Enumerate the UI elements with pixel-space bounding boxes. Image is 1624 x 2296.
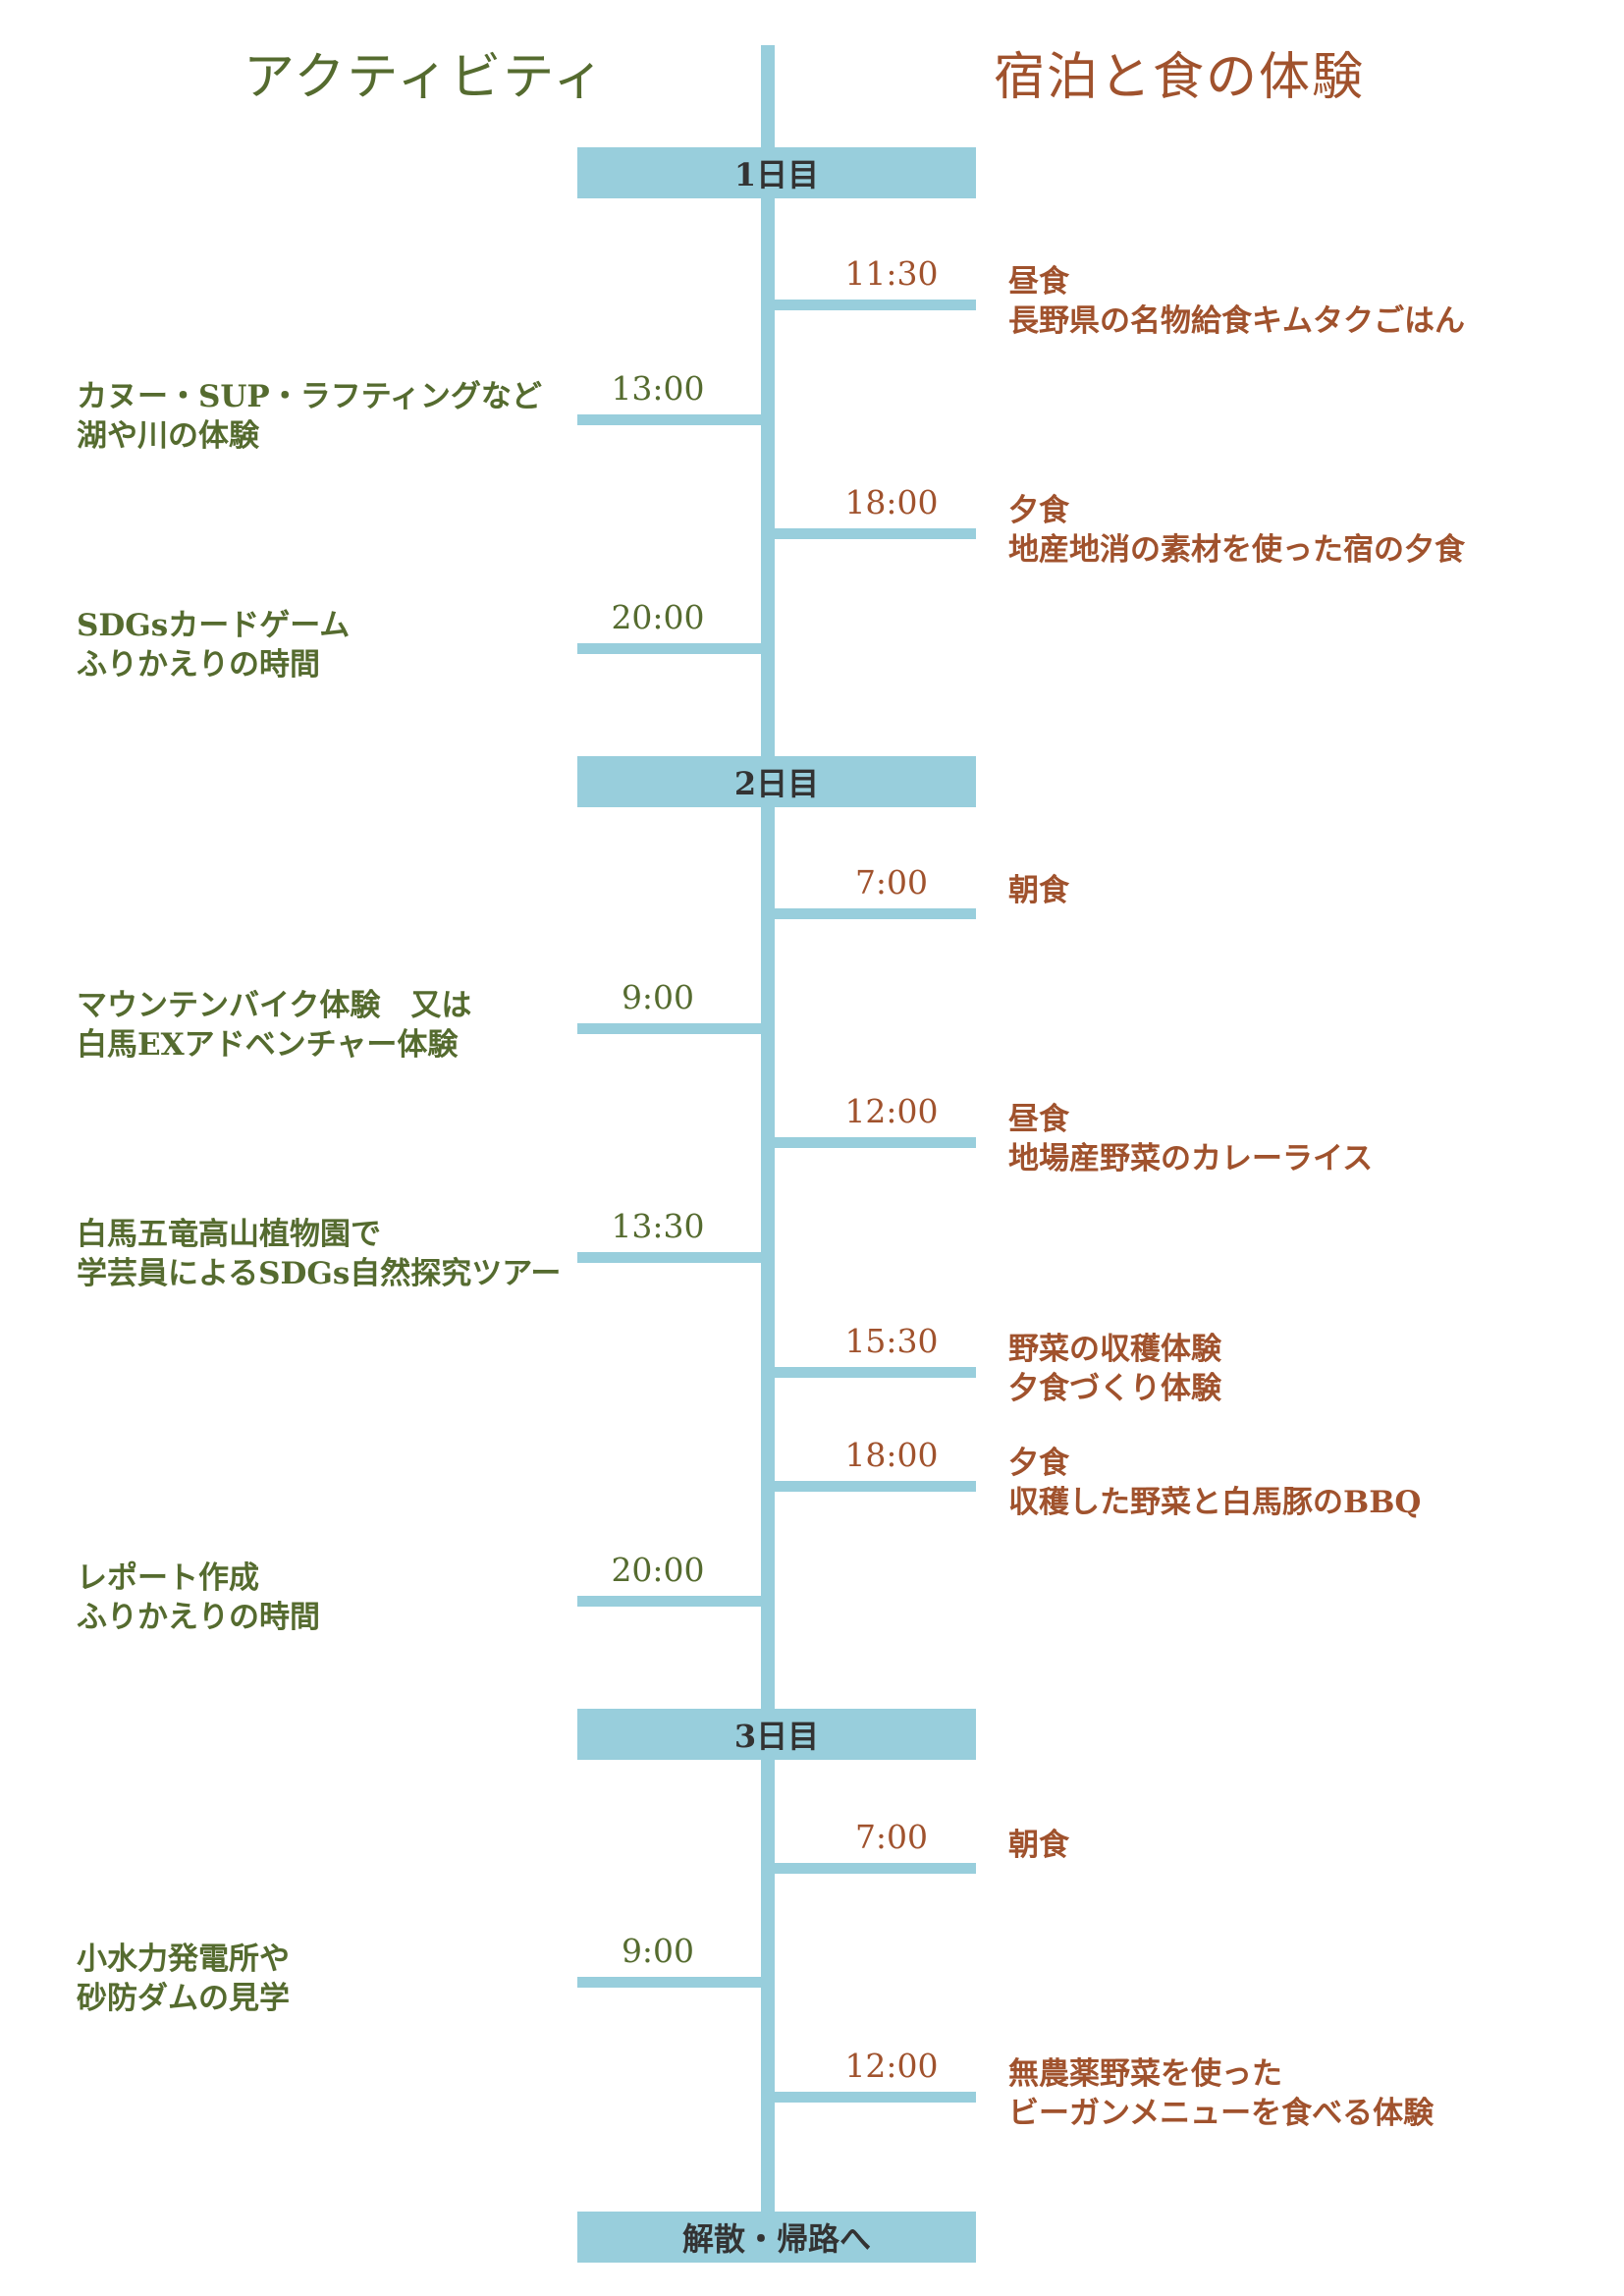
description-line: ふりかえりの時間 <box>77 647 320 683</box>
event-time: 7:00 <box>854 863 929 902</box>
activity-description: マウンテンバイク体験 又は 白馬EXアドベンチャー体験 <box>77 986 471 1065</box>
meal-description: 野菜の収穫体験 夕食づくり体験 <box>1008 1330 1221 1408</box>
day-bar: 1日目 <box>577 147 976 198</box>
timeline-tick <box>762 908 976 919</box>
meal-description: 昼食地場産野菜のカレーライス <box>1008 1100 1373 1178</box>
description-line: 学芸員によるSDGs自然探究ツアー <box>77 1256 562 1291</box>
timeline-tick <box>577 1977 774 1988</box>
description-line: 白馬五竜高山植物園で <box>77 1217 381 1252</box>
meal-description: 昼食 長野県の名物給食キムタクごはん <box>1008 262 1465 341</box>
timeline-tick <box>762 1863 976 1874</box>
end-bar: 解散・帰路へ <box>577 2212 976 2263</box>
activity-description: カヌー・SUP・ラフティングなど 湖や川の体験 <box>77 377 542 456</box>
day-bar: 2日目 <box>577 756 976 807</box>
event-time: 11:30 <box>844 254 939 293</box>
event-time: 9:00 <box>621 978 695 1016</box>
activity-description: 白馬五竜高山植物園で学芸員によるSDGs自然探究ツアー <box>77 1215 561 1293</box>
description-line: 長野県の名物給食キムタクごはん <box>1008 303 1465 339</box>
description-line: 白馬EXアドベンチャー体験 <box>77 1027 459 1063</box>
meal-description: 無農薬野菜を使ったビーガンメニューを食べる体験 <box>1008 2054 1434 2133</box>
description-line: 収穫した野菜と白馬豚のBBQ <box>1008 1485 1422 1520</box>
description-line: 湖や川の体験 <box>77 418 259 454</box>
description-line: 野菜の収穫体験 <box>1008 1332 1221 1367</box>
description-line: 昼食 <box>1008 264 1069 300</box>
lodging-food-heading: 宿泊と食の体験 <box>994 48 1366 107</box>
event-time: 18:00 <box>844 1436 939 1474</box>
event-time: 9:00 <box>621 1932 695 1970</box>
meal-description: 朝食 <box>1008 1826 1069 1865</box>
description-line: 砂防ダムの見学 <box>77 1981 290 2016</box>
timeline-tick <box>762 1137 976 1148</box>
timeline-tick <box>577 1252 774 1263</box>
description-line: ビーガンメニューを食べる体験 <box>1008 2096 1435 2131</box>
event-time: 18:00 <box>844 483 939 521</box>
event-time: 20:00 <box>611 598 705 636</box>
description-line: 夕食 <box>1008 1446 1069 1481</box>
description-line: 夕食 <box>1008 493 1069 528</box>
description-line: レポート作成 <box>77 1560 259 1596</box>
description-line: 昼食 <box>1008 1102 1069 1137</box>
event-time: 20:00 <box>611 1551 705 1589</box>
event-time: 12:00 <box>844 1092 939 1130</box>
event-time: 13:30 <box>611 1207 705 1245</box>
event-time: 15:30 <box>844 1322 939 1360</box>
description-line: 地場産野菜のカレーライス <box>1008 1141 1374 1176</box>
event-time: 7:00 <box>854 1818 929 1856</box>
timeline-tick <box>762 528 976 539</box>
description-line: ふりかえりの時間 <box>77 1600 320 1635</box>
timeline-tick <box>762 2092 976 2103</box>
activity-description: レポート作成ふりかえりの時間 <box>77 1558 320 1637</box>
description-line: 地産地消の素材を使った宿の夕食 <box>1008 532 1465 568</box>
timeline-tick <box>762 1367 976 1378</box>
activity-description: SDGsカードゲーム ふりかえりの時間 <box>77 606 350 684</box>
event-time: 13:00 <box>611 369 705 408</box>
description-line: マウンテンバイク体験 又は <box>77 988 472 1023</box>
timeline-tick <box>577 414 774 425</box>
description-line: 小水力発電所や <box>77 1941 290 1977</box>
day-bar: 3日目 <box>577 1709 976 1760</box>
activities-heading: アクティビティ <box>244 48 607 107</box>
timeline-tick <box>762 1481 976 1492</box>
description-line: 夕食づくり体験 <box>1008 1371 1221 1406</box>
description-line: カヌー・SUP・ラフティングなど <box>77 379 542 414</box>
meal-description: 朝食 <box>1008 871 1069 910</box>
description-line: 無農薬野菜を使った <box>1008 2056 1282 2092</box>
description-line: SDGsカードゲーム <box>77 608 351 643</box>
timeline-tick <box>577 643 774 654</box>
timeline-tick <box>762 300 976 310</box>
timeline-tick <box>577 1596 774 1607</box>
description-line: 朝食 <box>1008 873 1069 908</box>
description-line: 朝食 <box>1008 1828 1069 1863</box>
meal-description: 夕食地産地消の素材を使った宿の夕食 <box>1008 491 1465 570</box>
meal-description: 夕食収穫した野菜と白馬豚のBBQ <box>1008 1444 1421 1522</box>
activity-description: 小水力発電所や 砂防ダムの見学 <box>77 1940 290 2018</box>
event-time: 12:00 <box>844 2047 939 2085</box>
timeline-tick <box>577 1023 774 1034</box>
